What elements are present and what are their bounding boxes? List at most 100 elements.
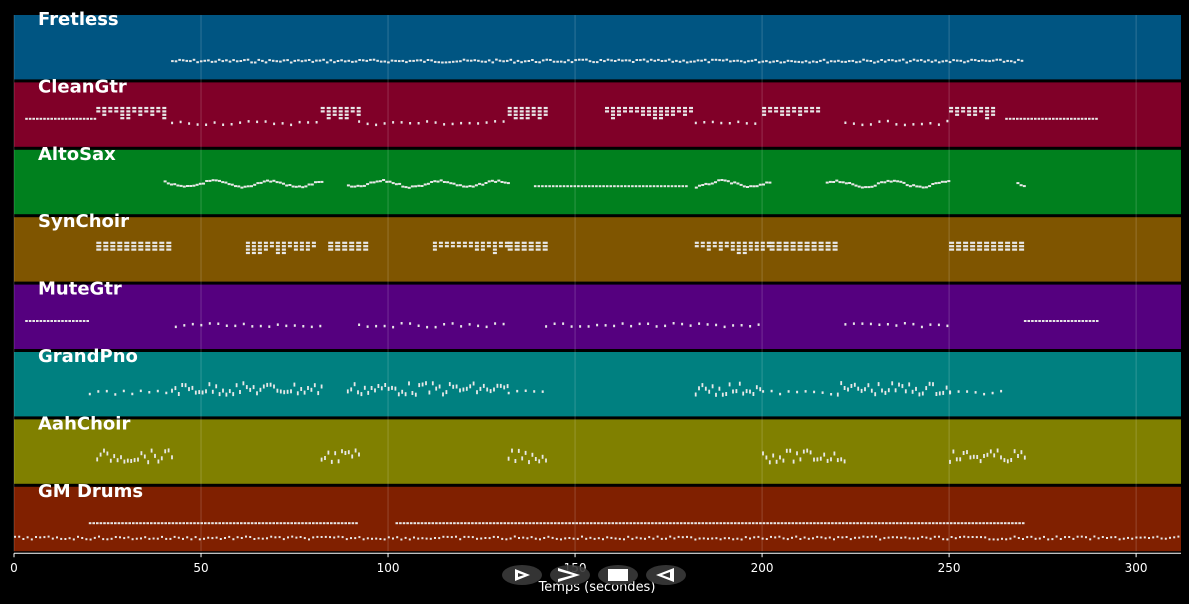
note: [718, 386, 721, 391]
note: [658, 522, 661, 525]
note: [86, 117, 89, 120]
note: [736, 248, 741, 251]
note: [704, 386, 707, 391]
note: [642, 58, 646, 61]
note: [1118, 538, 1121, 541]
note: [472, 381, 475, 386]
note: [162, 106, 167, 110]
note: [221, 181, 225, 184]
note: [293, 248, 298, 251]
note: [611, 113, 615, 116]
note: [349, 245, 355, 248]
note: [1006, 459, 1009, 464]
note: [358, 323, 361, 326]
note: [1106, 537, 1108, 539]
note: [266, 179, 269, 182]
note: [861, 322, 864, 325]
note: [915, 386, 917, 391]
note: [646, 60, 649, 63]
note: [479, 386, 482, 391]
note: [718, 248, 723, 251]
note: [718, 245, 723, 248]
note: [259, 387, 262, 392]
note: [921, 391, 924, 396]
note: [229, 522, 232, 525]
note: [754, 248, 759, 251]
note: [425, 381, 427, 386]
note: [946, 119, 949, 123]
note: [345, 538, 348, 541]
note: [171, 522, 175, 525]
note: [338, 110, 343, 113]
note: [791, 522, 795, 525]
note: [514, 248, 520, 251]
rewind-button[interactable]: [646, 565, 686, 585]
note: [759, 522, 762, 525]
stop-button[interactable]: [598, 565, 638, 585]
note: [126, 458, 129, 463]
note: [90, 117, 93, 120]
note: [505, 538, 508, 541]
note: [530, 536, 533, 539]
note: [139, 389, 142, 393]
note: [102, 110, 107, 113]
note: [647, 110, 651, 113]
note: [985, 110, 990, 113]
note: [742, 245, 747, 248]
note: [1077, 320, 1081, 322]
note: [818, 245, 824, 248]
note: [938, 535, 940, 538]
note: [743, 61, 747, 64]
note: [571, 522, 575, 525]
note: [402, 522, 406, 525]
note: [903, 522, 906, 525]
note: [173, 183, 177, 186]
note: [146, 522, 149, 525]
note: [1020, 450, 1023, 455]
note: [627, 535, 630, 538]
note: [996, 538, 999, 541]
note: [844, 323, 847, 326]
note: [804, 106, 809, 110]
note-segment: [949, 106, 996, 120]
note: [272, 179, 276, 182]
note: [485, 121, 488, 124]
note: [694, 538, 697, 541]
fast-forward-button[interactable]: [550, 565, 590, 585]
note: [293, 245, 298, 248]
track-label: AltoSax: [38, 144, 116, 165]
x-tick-label: 100: [377, 561, 400, 575]
note: [247, 522, 250, 525]
note: [421, 382, 424, 387]
note: [432, 241, 437, 244]
note: [130, 459, 133, 463]
note: [915, 185, 919, 188]
note: [720, 121, 723, 125]
note: [671, 113, 675, 116]
note: [1019, 117, 1023, 120]
note: [799, 457, 802, 462]
note: [524, 389, 527, 392]
note: [760, 248, 765, 251]
note: [1005, 538, 1008, 541]
note: [157, 459, 160, 464]
note: [744, 536, 747, 539]
note: [991, 391, 994, 395]
note: [423, 183, 427, 186]
note: [263, 245, 268, 248]
note: [843, 386, 846, 390]
note-segment: [88, 389, 168, 396]
note: [492, 522, 496, 525]
note: [841, 181, 845, 184]
note: [140, 537, 142, 540]
note: [245, 251, 250, 255]
note: [557, 522, 561, 525]
note: [617, 113, 621, 116]
note: [819, 456, 822, 461]
note: [633, 522, 636, 525]
note: [886, 323, 889, 326]
play-button[interactable]: [502, 565, 542, 585]
note: [492, 535, 495, 538]
note: [1088, 117, 1091, 120]
note: [665, 522, 669, 525]
